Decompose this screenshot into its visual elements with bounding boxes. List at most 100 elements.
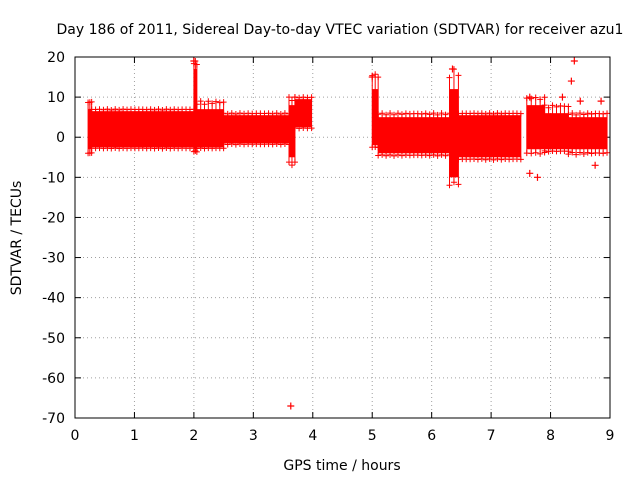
- data-point: [565, 103, 572, 110]
- data-point: [434, 152, 441, 159]
- data-point: [565, 111, 572, 118]
- data-point: [446, 74, 453, 81]
- data-point: [201, 101, 208, 108]
- x-tick-label: 0: [71, 428, 80, 444]
- data-point: [193, 61, 200, 68]
- data-point: [147, 106, 154, 113]
- data-point: [604, 149, 611, 156]
- data-point: [569, 110, 576, 117]
- data-point: [430, 110, 437, 117]
- data-point: [159, 107, 166, 114]
- data-point: [446, 182, 453, 189]
- data-point: [269, 110, 276, 117]
- data-point: [100, 106, 107, 113]
- data-point: [151, 106, 158, 113]
- data-segment: [291, 94, 315, 132]
- data-point: [490, 110, 497, 117]
- data-point: [528, 150, 535, 157]
- data-point: [236, 110, 243, 117]
- data-point-outlier: [533, 173, 541, 181]
- data-point-outlier: [526, 93, 534, 101]
- data-point: [450, 179, 457, 186]
- data-point: [116, 106, 123, 113]
- data-point: [193, 101, 200, 108]
- data-point: [426, 152, 433, 159]
- data-point: [241, 110, 248, 117]
- y-tick-label: -40: [42, 291, 65, 307]
- data-point: [288, 162, 295, 169]
- data-point: [422, 151, 429, 158]
- data-point: [375, 111, 382, 118]
- y-axis-ticks: 20 10 0 -10 -20 -30 -40 -50 -60 -70: [42, 50, 610, 427]
- data-point: [387, 151, 394, 158]
- data-point-outlier: [558, 93, 566, 101]
- data-point: [155, 106, 162, 113]
- data-point: [576, 110, 583, 117]
- data-point: [296, 94, 303, 101]
- data-segment: [375, 110, 453, 159]
- data-point: [205, 98, 212, 105]
- data-point: [478, 155, 485, 162]
- data-point: [442, 152, 449, 159]
- y-tick-label: -70: [42, 411, 65, 427]
- data-point: [104, 106, 111, 113]
- data-point: [532, 94, 539, 101]
- data-point: [398, 111, 405, 118]
- data-point-outlier: [576, 97, 584, 105]
- data-point: [541, 147, 548, 154]
- plot-frame: [74, 56, 611, 419]
- x-tick-label: 4: [308, 428, 317, 444]
- data-point: [537, 150, 544, 157]
- data-segment: [220, 110, 292, 148]
- data-point: [569, 149, 576, 156]
- y-tick-label: 0: [56, 130, 65, 146]
- data-point: [220, 110, 227, 117]
- data-point: [398, 152, 405, 159]
- y-tick-label: -10: [42, 170, 65, 186]
- data-point: [482, 110, 489, 117]
- data-point: [532, 149, 539, 156]
- data-point: [438, 151, 445, 158]
- data-point: [442, 111, 449, 118]
- data-point: [580, 151, 587, 158]
- x-tick-label: 2: [189, 428, 198, 444]
- data-segment: [523, 94, 548, 157]
- data-point: [155, 145, 162, 152]
- data-point: [308, 125, 315, 132]
- data-point: [394, 151, 401, 158]
- data-point: [197, 98, 204, 105]
- data-point: [224, 110, 231, 117]
- data-point: [545, 104, 552, 111]
- x-axis-label: GPS time / hours: [283, 458, 400, 474]
- data-point-outlier: [190, 57, 198, 65]
- data-segment: [455, 110, 524, 163]
- data-point-outlier: [567, 77, 575, 85]
- data-point: [273, 110, 280, 117]
- data-point: [286, 94, 292, 101]
- data-point: [426, 111, 433, 118]
- data-point: [394, 110, 401, 117]
- data-segment: [565, 110, 611, 158]
- data-point: [528, 95, 535, 102]
- data-point: [494, 155, 501, 162]
- x-tick-label: 8: [546, 428, 555, 444]
- plot-area: [85, 57, 611, 410]
- data-point: [434, 111, 441, 118]
- data-point: [584, 110, 591, 117]
- data-point-outlier: [526, 169, 534, 177]
- y-tick-label: -60: [42, 371, 65, 387]
- data-point-outlier: [368, 73, 376, 81]
- data-point: [286, 159, 292, 166]
- data-point: [288, 97, 295, 104]
- data-point: [573, 111, 580, 118]
- data-point: [584, 149, 591, 156]
- data-point: [576, 149, 583, 156]
- data-point: [486, 155, 493, 162]
- x-tick-label: 6: [427, 428, 436, 444]
- data-point: [604, 110, 611, 117]
- data-point: [455, 181, 462, 188]
- data-point: [291, 159, 298, 166]
- data-point: [383, 152, 390, 159]
- data-point-outlier: [570, 57, 578, 65]
